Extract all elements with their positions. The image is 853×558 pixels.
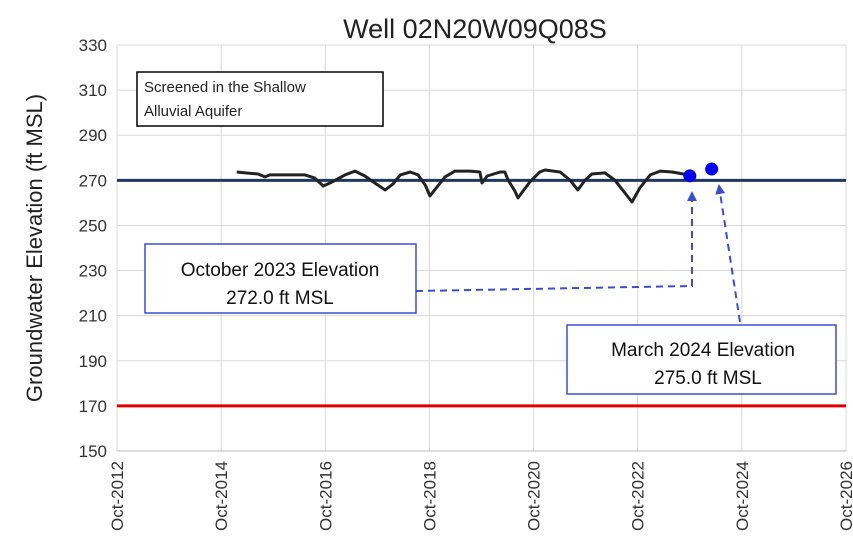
y-tick-label: 150 (79, 442, 107, 461)
data (236, 162, 719, 204)
note-text: Screened in the Shallow (144, 79, 306, 96)
x-tick-label: Oct-2020 (525, 461, 544, 531)
y-tick-label: 330 (79, 36, 107, 55)
x-tick-label: Oct-2012 (108, 461, 127, 531)
note-text: Alluvial Aquifer (144, 103, 242, 120)
y-axis-label: Groundwater Elevation (ft MSL) (22, 94, 47, 402)
y-tick-label: 230 (79, 262, 107, 281)
x-tick-label: Oct-2022 (629, 461, 648, 531)
callout-box (144, 243, 417, 314)
chart-title: Well 02N20W09Q08S (343, 14, 607, 44)
arrow (715, 184, 741, 323)
callout-box (566, 324, 837, 395)
y-tick-label: 190 (79, 352, 107, 371)
callout-text: October 2023 Elevation (181, 260, 380, 281)
x-tick-label: Oct-2014 (212, 461, 231, 531)
data-point (683, 169, 697, 183)
x-tick-label: Oct-2024 (733, 461, 752, 531)
y-tick-label: 250 (79, 216, 107, 235)
x-tick-label: Oct-2018 (420, 461, 439, 531)
y-tick-label: 170 (79, 397, 107, 416)
x-tick-label: Oct-2016 (316, 461, 335, 531)
y-tick-label: 270 (79, 171, 107, 190)
data-point (705, 162, 719, 176)
grid: 150 170 190 210 230 250 270 290 310 330 Oct-2012 Oc… (79, 36, 853, 531)
callout-text: 275.0 ft MSL (654, 368, 762, 389)
y-tick-label: 290 (79, 126, 107, 145)
note-box (136, 71, 384, 127)
arrow (415, 191, 697, 292)
data-line (236, 168, 689, 204)
y-tick-label: 310 (79, 81, 107, 100)
x-tick-label: Oct-2026 (837, 461, 853, 531)
callout-text: 272.0 ft MSL (226, 288, 334, 309)
callout-text: March 2024 Elevation (611, 340, 795, 361)
y-tick-label: 210 (79, 307, 107, 326)
